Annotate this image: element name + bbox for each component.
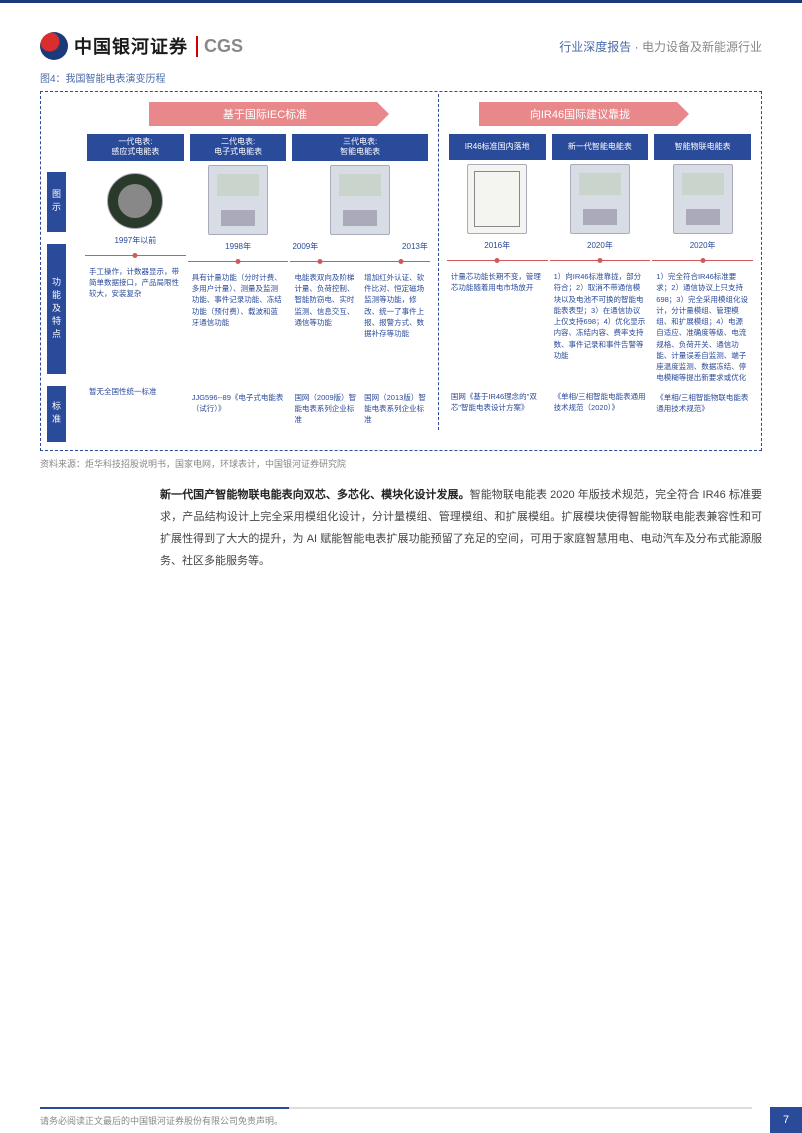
gen-desc: 1）完全符合IR46标准要求；2）通信协议上只支持698；3）完全采用模组化设计…: [654, 267, 751, 388]
page-footer: 请务必阅读正文最后的中国银河证券股份有限公司免责声明。 7: [0, 1107, 802, 1133]
gen-std: JJG596--89《电子式电能表（试行）》: [190, 388, 287, 428]
gen-std: 《单相/三相智能电能表通用技术规范（2020）》: [552, 387, 649, 427]
disclaimer: 请务必阅读正文最后的中国银河证券股份有限公司免责声明。: [40, 1114, 283, 1127]
logo-icon: [40, 32, 68, 60]
breadcrumb: 行业深度报告 · 电力设备及新能源行业: [559, 38, 762, 55]
gen-col-5: 新一代智能电能表 2020年 1）向IR46标准靠拢，部分符合；2）取消不带通信…: [552, 134, 649, 430]
timeline: [449, 255, 546, 267]
gen-std-2: 国网（2013版）智能电表系列企业标准: [362, 388, 428, 430]
gen-std: 国网《基于IR46理念的"双芯"智能电表设计方案》: [449, 387, 546, 427]
body-paragraph: 新一代国产智能物联电能表向双芯、多芯化、模块化设计发展。智能物联电能表 2020…: [40, 484, 762, 572]
gen-head: 二代电表: 电子式电能表: [190, 134, 287, 161]
gen-year-2: 2013年: [402, 241, 428, 252]
gen-std: 国网（2009版）智能电表系列企业标准: [292, 388, 358, 430]
gen-year: 2020年: [690, 240, 716, 251]
meter-image-induction: [107, 173, 163, 229]
generation-columns: 一代电表: 感应式电能表 1997年以前 手工操作，计数器显示，带简单数据接口，…: [87, 134, 751, 430]
meter-image-ir46doc: [467, 164, 527, 234]
gen-year: 1998年: [225, 241, 251, 252]
figure-title: 图4：我国智能电表演变历程: [40, 70, 762, 85]
era-divider: [438, 94, 439, 430]
gen-col-2: 二代电表: 电子式电能表 1998年 具有计量功能（分时计费、多用户计量）、测量…: [190, 134, 287, 430]
timeline: [87, 250, 184, 262]
gen-col-3: 三代电表: 智能电能表 2009年 2013年 电能表双向及阶梯计量、负荷控制、…: [292, 134, 427, 430]
gen-head: 三代电表: 智能电能表: [292, 134, 427, 161]
page-number: 7: [770, 1107, 802, 1133]
era-arrow-ir46: 向IR46国际建议靠拢: [479, 102, 689, 126]
row-label-standard: 标准: [47, 386, 66, 442]
gen-desc: 计量芯功能长期不变，管理芯功能随着用电市场放开: [449, 267, 546, 387]
breadcrumb-secondary: 电力设备及新能源行业: [642, 40, 762, 54]
meter-image-electronic: [208, 165, 268, 235]
breadcrumb-primary: 行业深度报告: [559, 40, 631, 54]
gen-std: 《单相/三相智能物联电能表通用技术规范》: [654, 388, 751, 428]
timeline: [654, 255, 751, 267]
meter-image-smart: [330, 165, 390, 235]
timeline: [552, 255, 649, 267]
gen-head: 智能物联电能表: [654, 134, 751, 160]
era-arrows: 基于国际IEC标准 向IR46国际建议靠拢: [87, 102, 751, 126]
logo-cgs: CGS: [196, 36, 243, 57]
gen-desc: 具有计量功能（分时计费、多用户计量）、测量及监测功能、事件记录功能、冻结功能（预…: [190, 268, 287, 388]
body-lead: 新一代国产智能物联电能表向双芯、多芯化、模块化设计发展。: [160, 489, 470, 501]
row-labels: 图示 功能及特点 标准: [47, 172, 66, 442]
gen-desc: 手工操作，计数器显示，带简单数据接口，产品局限性较大，安装复杂: [87, 262, 184, 382]
gen-desc: 1）向IR46标准靠拢，部分符合；2）取消不带通信模块以及电池不可换的智能电能表…: [552, 267, 649, 387]
timeline: [292, 256, 427, 268]
logo-block: 中国银河证券 CGS: [40, 32, 243, 60]
gen-desc-2: 增加红外认证、软件比对、恒定磁场监测等功能，修改、统一了事件上报、报警方式、数据…: [362, 268, 428, 388]
gen-col-6: 智能物联电能表 2020年 1）完全符合IR46标准要求；2）通信协议上只支持6…: [654, 134, 751, 430]
gen-head: IR46标准国内落地: [449, 134, 546, 160]
breadcrumb-sep: ·: [635, 40, 639, 54]
gen-desc: 电能表双向及阶梯计量、负荷控制、智能防窃电、实时监测、信息交互、通信等功能: [292, 268, 358, 388]
meter-image-newgen: [570, 164, 630, 234]
gen-head: 新一代智能电能表: [552, 134, 649, 160]
gen-year: 2020年: [587, 240, 613, 251]
row-label-illustration: 图示: [47, 172, 66, 232]
gen-year: 1997年以前: [114, 235, 156, 246]
gen-year: 2009年: [292, 241, 318, 252]
logo-text: 中国银河证券: [74, 33, 188, 59]
figure-source: 资料来源：炬华科技招股说明书，国家电网，环球表计，中国银河证券研究院: [40, 457, 762, 470]
gen-std: 暂无全国性统一标准: [87, 382, 184, 422]
gen-col-4: IR46标准国内落地 2016年 计量芯功能长期不变，管理芯功能随着用电市场放开…: [449, 134, 546, 430]
gen-year: 2016年: [484, 240, 510, 251]
meter-image-iot: [673, 164, 733, 234]
row-label-features: 功能及特点: [47, 244, 66, 374]
evolution-diagram: 图示 功能及特点 标准 基于国际IEC标准 向IR46国际建议靠拢 一代电表: …: [40, 91, 762, 451]
page-header: 中国银河证券 CGS 行业深度报告 · 电力设备及新能源行业: [40, 32, 762, 60]
era-arrow-iec: 基于国际IEC标准: [149, 102, 389, 126]
timeline: [190, 256, 287, 268]
gen-head: 一代电表: 感应式电能表: [87, 134, 184, 161]
gen-col-1: 一代电表: 感应式电能表 1997年以前 手工操作，计数器显示，带简单数据接口，…: [87, 134, 184, 430]
